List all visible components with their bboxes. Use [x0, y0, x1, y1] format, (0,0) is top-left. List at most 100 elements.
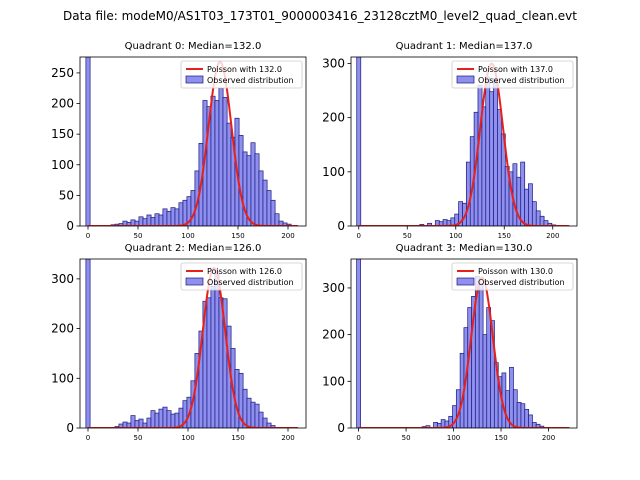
histogram-bar: [512, 389, 518, 428]
histogram-bar: [218, 297, 224, 428]
histogram-bar: [250, 401, 256, 428]
histogram-bar: [226, 122, 232, 226]
x-tick-label: 50: [403, 232, 412, 240]
y-tick-label: 100: [322, 374, 345, 388]
quadrant-2-panel: 0 50 100 150 200 0 100 200 300 Quadrant 2: Median…: [51, 243, 307, 442]
quadrant-0-panel: 0 50 100 150 200 0 50 100 150 200 250 Quadrant 0: M…: [51, 41, 307, 240]
x-tick-label: 0: [86, 232, 90, 240]
axes-frame: [350, 56, 578, 227]
histogram-bar: [481, 106, 487, 226]
histogram-bar: [509, 366, 514, 428]
histogram-bar: [262, 417, 268, 428]
x-tick-label: 200: [542, 434, 555, 442]
x-tick-label: 100: [449, 232, 462, 240]
y-tick-label: 300: [322, 57, 345, 71]
histogram-bar: [539, 215, 545, 226]
y-tick-label: 200: [51, 97, 74, 111]
histogram-bar: [497, 109, 502, 226]
histogram-bar: [210, 95, 216, 226]
y-tick-label: 0: [66, 219, 74, 233]
x-tick-label: 100: [181, 434, 194, 442]
histogram-bar: [270, 425, 276, 428]
histogram-bar: [166, 210, 172, 226]
histogram-bar: [218, 87, 224, 226]
histogram-bar: [162, 406, 168, 428]
histogram-bar: [425, 425, 431, 428]
histogram-bar: [190, 190, 196, 226]
y-tick-label: 0: [337, 421, 345, 435]
histogram-bar: [166, 410, 172, 428]
x-tick-label: 50: [402, 434, 411, 442]
histogram-bar: [520, 403, 526, 428]
legend-hist-label: Observed distribution: [207, 278, 294, 287]
histogram-bar: [214, 100, 220, 226]
legend-hist-swatch: [185, 75, 204, 84]
legend-box: [180, 60, 303, 89]
histogram-bar: [85, 57, 91, 226]
x-tick-label: 150: [494, 434, 507, 442]
histogram-bar: [142, 218, 148, 226]
x-tick-label: 0: [357, 232, 361, 240]
legend: Poisson with 137.0 Observed distribution: [451, 60, 574, 89]
x-tick-label: 150: [498, 232, 511, 240]
histogram-bar: [254, 403, 260, 428]
y-tick-label: 50: [59, 188, 74, 202]
histogram-bar: [146, 214, 152, 226]
legend-poisson-label: Poisson with 137.0: [478, 65, 553, 74]
x-tick-label: 50: [134, 434, 143, 442]
legend-hist-label: Observed distribution: [478, 278, 565, 287]
y-tick-label: 0: [66, 421, 74, 435]
figure-title: Data file: modeM0/AS1T03_173T01_90000034…: [63, 9, 577, 23]
x-tick-label: 150: [231, 232, 244, 240]
legend-hist-swatch: [456, 277, 475, 286]
histogram-bar: [493, 78, 498, 226]
histogram-bar: [531, 201, 537, 226]
y-tick-label: 150: [51, 127, 74, 141]
histogram-bar: [520, 161, 526, 226]
legend-poisson-label: Poisson with 132.0: [207, 65, 282, 74]
histogram-bar: [356, 57, 362, 226]
histogram-bar: [478, 282, 484, 428]
x-tick-label: 200: [546, 232, 559, 240]
histogram-bar: [250, 142, 256, 226]
x-tick-label: 100: [181, 232, 194, 240]
histogram-bar: [146, 417, 152, 428]
histogram-bar: [138, 216, 144, 226]
legend: Poisson with 126.0 Observed distribution: [180, 262, 303, 291]
legend-hist-label: Observed distribution: [207, 76, 294, 85]
histogram-bar: [516, 401, 522, 428]
histogram-bar: [214, 271, 220, 428]
histogram-bar: [270, 199, 276, 226]
histogram-bar: [154, 412, 160, 428]
quadrant-3-panel: 0 50 100 150 200 0 100 200 300 Quadrant 3: Median…: [322, 243, 578, 442]
y-tick-label: 100: [322, 165, 345, 179]
y-tick-label: 200: [51, 322, 74, 336]
histogram-bar: [170, 413, 176, 428]
panel-title: Quadrant 2: Median=126.0: [125, 243, 262, 254]
histogram-bar: [150, 217, 156, 226]
legend-hist-swatch: [456, 75, 475, 84]
histogram-bar: [477, 84, 483, 226]
histogram-bar: [489, 91, 495, 226]
plot-area: [356, 57, 570, 226]
histogram-bar: [238, 135, 244, 226]
histogram-bar: [465, 161, 471, 226]
poisson-curve: [358, 276, 570, 428]
histogram-bar: [138, 418, 144, 428]
histogram-bar: [482, 334, 488, 428]
y-tick-label: 200: [322, 328, 345, 342]
x-tick-label: 200: [281, 232, 294, 240]
axes-frame: [350, 258, 578, 429]
legend-box: [451, 60, 574, 89]
legend-hist-label: Observed distribution: [478, 76, 565, 85]
histogram-bar: [246, 397, 252, 428]
x-tick-label: 0: [356, 434, 360, 442]
panel-title: Quadrant 1: Median=137.0: [396, 41, 533, 52]
histogram-bar: [150, 410, 156, 428]
y-tick-label: 0: [337, 219, 345, 233]
histogram-bar: [356, 259, 361, 428]
x-tick-label: 100: [447, 434, 460, 442]
histogram-bar: [178, 202, 184, 226]
poisson-curve: [88, 266, 298, 428]
